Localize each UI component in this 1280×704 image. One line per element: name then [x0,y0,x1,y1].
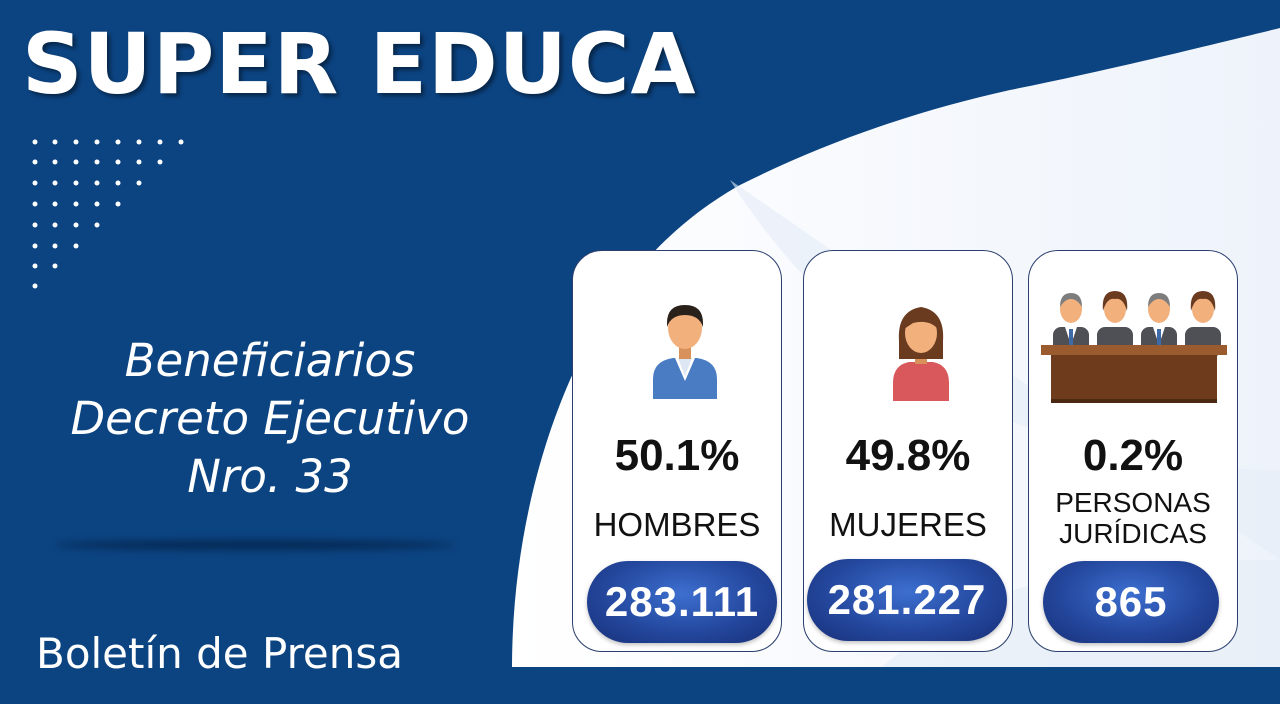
count-badge-men: 283.111 [587,561,777,643]
group-at-desk-icon [1041,291,1227,403]
subtitle-line-2: Decreto Ejecutivo [70,392,470,445]
percent-legal-persons: 0.2% [1082,431,1184,480]
count-badge-legal-persons: 865 [1043,561,1219,643]
subtitle-line-3: Nro. 33 [187,450,353,503]
count-legal-persons: 865 [1094,578,1168,625]
subtitle-line-1: Beneficiarios [124,334,416,387]
decorative-dots [32,139,184,289]
page-title: SUPER EDUCA [22,15,697,113]
count-badge-women: 281.227 [807,559,1007,641]
subtitle-underline-shadow [55,540,455,550]
footer-divider [510,667,1280,669]
man-icon [653,305,717,399]
label-legal-persons-line-2: JURÍDICAS [1059,518,1207,549]
label-legal-persons-line-1: PERSONAS [1055,487,1211,518]
percent-men: 50.1% [614,431,740,480]
count-men: 283.111 [604,578,760,625]
stat-card-men: 50.1% HOMBRES 283.111 [572,250,782,652]
stat-card-legal-persons: 0.2% PERSONAS JURÍDICAS 865 [1028,250,1238,652]
subtitle: Beneficiarios Decreto Ejecutivo Nro. 33 [10,332,530,506]
percent-women: 49.8% [845,431,971,480]
woman-icon [893,307,949,401]
label-women: MUJERES [829,506,987,543]
label-men: HOMBRES [593,506,761,543]
count-women: 281.227 [827,576,987,623]
footer-label: Boletín de Prensa [36,629,403,678]
stat-card-women: 49.8% MUJERES 281.227 [803,250,1013,652]
